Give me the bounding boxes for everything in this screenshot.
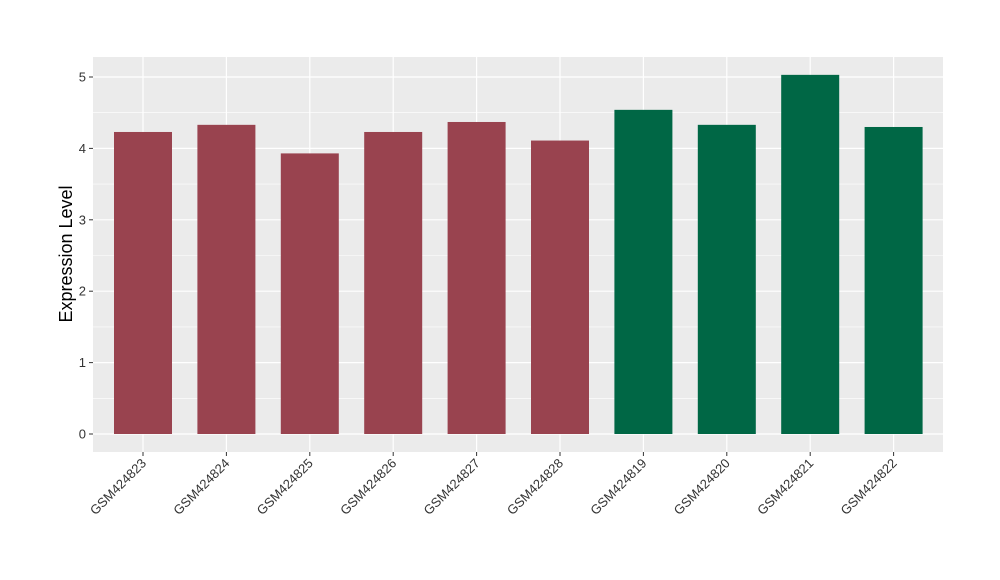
bar-GSM424825 (280, 153, 339, 434)
x-tick-label: GSM424823 (87, 456, 149, 518)
bar-GSM424821 (781, 74, 840, 434)
bar-GSM424824 (197, 124, 256, 434)
y-tick-label: 1 (79, 355, 86, 370)
y-tick-label: 2 (79, 284, 86, 299)
y-tick-label: 0 (79, 427, 86, 442)
x-tick-label: GSM424820 (671, 456, 733, 518)
bar-GSM424822 (864, 126, 923, 434)
x-tick-label: GSM424819 (587, 456, 649, 518)
x-tick-label: GSM424828 (504, 456, 566, 518)
y-tick-label: 4 (79, 141, 86, 156)
x-tick-label: GSM424827 (420, 456, 482, 518)
x-tick-label: GSM424825 (254, 456, 316, 518)
x-tick-label: GSM424826 (337, 456, 399, 518)
bar-GSM424827 (447, 121, 506, 435)
bar-GSM424823 (114, 131, 172, 434)
y-tick-label: 5 (79, 70, 86, 85)
bar-GSM424820 (697, 124, 756, 434)
x-tick-label: GSM424824 (170, 456, 232, 518)
x-tick-label: GSM424821 (754, 456, 816, 518)
y-tick-label: 3 (79, 212, 86, 227)
bars (114, 74, 923, 435)
bar-GSM424826 (364, 131, 423, 434)
bar-GSM424828 (531, 140, 589, 434)
y-axis: 0 1 2 3 4 5 (79, 70, 93, 442)
bar-GSM424819 (614, 109, 673, 435)
y-axis-title: Expression Level (56, 185, 76, 322)
x-tick-label: GSM424822 (837, 456, 899, 518)
x-axis: GSM424823 GSM424824 GSM424825 GSM424826 GSM4… (87, 452, 900, 518)
